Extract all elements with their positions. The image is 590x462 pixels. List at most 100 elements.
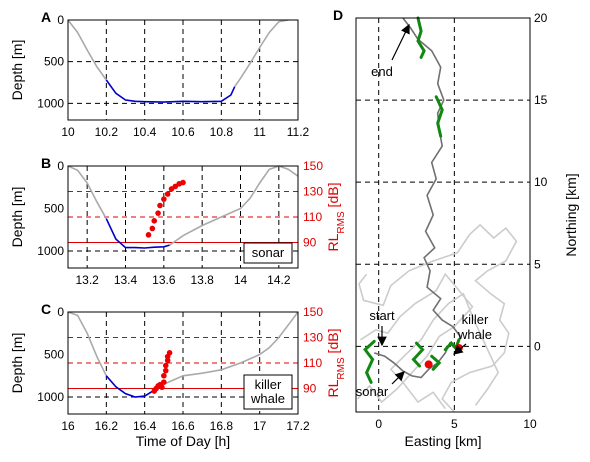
y2-tick-label: 110: [303, 210, 322, 224]
x-tick-label: 17: [253, 419, 267, 433]
panel-letter: C: [41, 301, 51, 317]
sonar-arrow: [391, 371, 405, 385]
legend-text: whale: [250, 391, 285, 406]
annotation-sonar: sonar: [356, 384, 389, 399]
x-tick-label: 16.2: [95, 419, 119, 433]
legend-box: [243, 374, 293, 410]
depth-series-0: [67, 165, 107, 220]
x-tick-label: 16.8: [210, 419, 234, 433]
y-tick-label: 500: [44, 202, 64, 216]
y-axis-label: Depth [m]: [9, 187, 25, 248]
dive-segment-0: [363, 339, 376, 384]
y-tick-label: 0: [57, 13, 64, 27]
x-tick-label: 14.2: [267, 273, 291, 287]
depth-series-2: [234, 19, 289, 88]
rl-point: [166, 350, 173, 356]
x-tick-label: 14: [234, 273, 248, 287]
legend-text: sonar: [252, 245, 285, 260]
y-axis-label: Depth [m]: [9, 333, 25, 394]
x-tick-label: 13.2: [75, 273, 99, 287]
y-axis-label: Depth [m]: [9, 40, 25, 101]
legend-text: killer: [255, 377, 282, 392]
x-tick-label: 16.6: [171, 419, 195, 433]
depth-series-2: [157, 311, 299, 388]
x-tick-label: 13.6: [152, 273, 176, 287]
killer-whale-arrow: [453, 343, 467, 355]
x-tick-label: 11.2: [287, 125, 310, 139]
x-tick-label: 16.4: [133, 419, 157, 433]
y-tick-label: 0: [57, 159, 64, 173]
y2-tick-label: 130: [303, 185, 323, 199]
y2-tick-label: 90: [303, 236, 317, 250]
y2-tick-label: 150: [303, 305, 323, 319]
plot-frame: [355, 17, 531, 413]
rl-point: [157, 202, 163, 209]
x-tick-label: 17.2: [286, 419, 310, 433]
x-axis-label: Easting [km]: [404, 433, 481, 449]
rl-point: [159, 384, 165, 391]
rl-point: [164, 357, 171, 364]
x-tick-label: 10.8: [210, 125, 234, 139]
x-tick-label: 10: [523, 417, 537, 431]
rl-point: [162, 362, 169, 369]
depth-series-0: [67, 19, 107, 81]
y-tick-label: 15: [534, 93, 548, 107]
panel-d: 0 5 10 20 15 10 5 0 Easting [km] Northing [km] Den…: [333, 7, 579, 449]
plot-frame: [67, 19, 299, 121]
x-tick-label: 0: [375, 417, 382, 431]
y2-axis-label: RLRMS [dB]: [325, 183, 347, 252]
plot-frame: [67, 165, 299, 269]
depth-series-2: [169, 165, 299, 246]
x-tick-label: 11: [253, 125, 266, 139]
x-axis-label: Time of Day [h]: [136, 433, 230, 449]
x-tick-label: 16: [61, 419, 75, 433]
depth-series-0: [67, 311, 108, 377]
annotation-end: end: [371, 64, 393, 79]
panel-c: 16 16.2 16.4 16.6 16.8 17 17.2 0 500 1000 Depth [m…: [9, 301, 347, 449]
legend-box: [243, 242, 293, 264]
dive-segment-2: [434, 95, 444, 138]
end-arrow: [391, 23, 410, 61]
panel-b: 13.2 13.4 13.6 13.8 14 14.2 0 500 1000 Depth [m] B…: [9, 155, 347, 287]
y-tick-label: 500: [44, 55, 64, 69]
x-tick-label: 10.2: [95, 125, 119, 139]
dive-segment-4: [430, 354, 442, 371]
y2-tick-label: 130: [303, 331, 323, 345]
annotation-killer: killer: [462, 312, 489, 327]
x-tick-label: 13.4: [114, 273, 138, 287]
x-tick-label: 10: [61, 125, 75, 139]
panel-letter: D: [333, 7, 343, 23]
background-track-2: [389, 292, 500, 410]
y-tick-label: 1000: [37, 96, 64, 110]
background-track-1: [356, 272, 474, 404]
depth-series-1: [105, 375, 159, 398]
exposure-point: [424, 360, 433, 369]
depth-series-1: [105, 218, 170, 249]
x-tick-label: 13.8: [190, 273, 214, 287]
panel-letter: A: [41, 9, 51, 25]
x-tick-label: 10.6: [171, 125, 195, 139]
rl-point: [180, 179, 186, 186]
y2-tick-label: 110: [303, 356, 322, 370]
y-tick-label: 500: [44, 348, 64, 362]
panel-a: 10 10.2 10.4 10.6 10.8 11 11.2 0 500 1000 Depth [m…: [9, 9, 310, 139]
y-tick-label: 1000: [37, 244, 64, 258]
y-tick-label: 20: [534, 11, 548, 25]
y-tick-label: 10: [534, 175, 548, 189]
depth-series-1: [105, 79, 236, 103]
y-tick-label: 5: [534, 257, 541, 271]
panel-letter: B: [41, 155, 51, 171]
y2-tick-label: 150: [303, 159, 323, 173]
dive-segment-1: [416, 16, 426, 59]
rl-point: [151, 218, 158, 224]
y2-tick-label: 90: [303, 382, 317, 396]
x-tick-label: 5: [451, 417, 458, 431]
tag-track: [373, 17, 462, 379]
rl-point: [164, 191, 171, 197]
rl-point: [161, 196, 167, 202]
annotation-start: start: [369, 308, 395, 323]
rl-point: [161, 379, 167, 385]
plot-frame: [67, 311, 299, 415]
x-tick-label: 10.4: [133, 125, 157, 139]
